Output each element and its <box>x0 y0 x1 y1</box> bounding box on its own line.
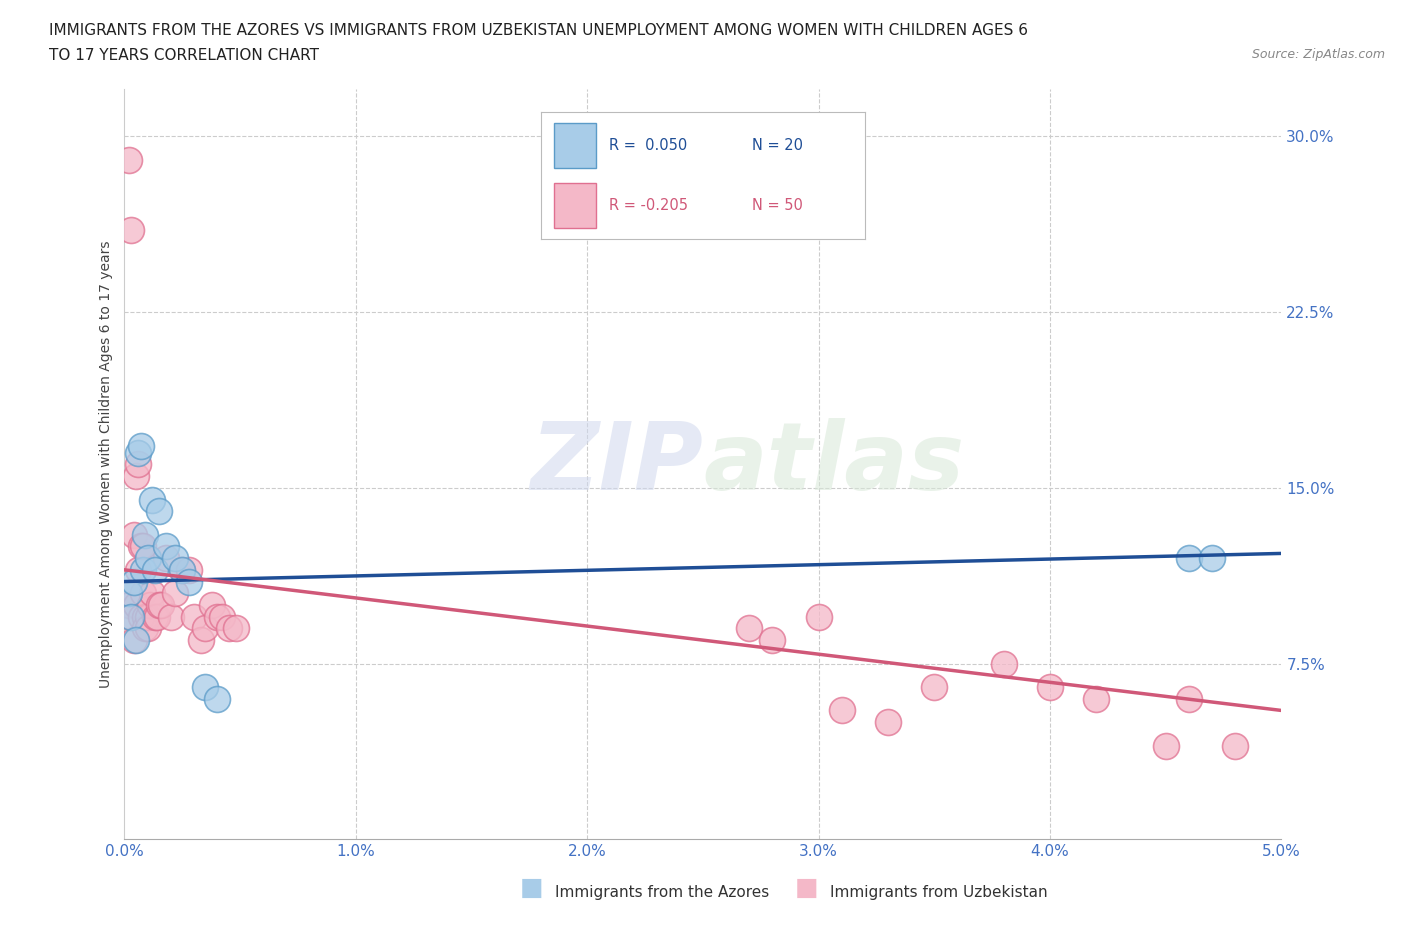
Point <box>134 527 156 542</box>
Point <box>1201 551 1223 565</box>
Point <box>125 598 148 613</box>
Point <box>1178 691 1201 706</box>
Point <box>129 609 152 624</box>
Text: ■: ■ <box>520 876 544 900</box>
Point <box>877 715 900 730</box>
Point <box>148 504 170 519</box>
Point <box>831 703 853 718</box>
Text: ■: ■ <box>794 876 818 900</box>
Point <box>136 551 159 565</box>
Point <box>1085 691 1108 706</box>
Point <box>205 691 228 706</box>
Point <box>761 632 783 647</box>
Point <box>132 563 155 578</box>
Point <box>127 445 149 460</box>
Point <box>201 598 224 613</box>
Point <box>118 598 141 613</box>
Point <box>807 609 830 624</box>
Point <box>993 657 1015 671</box>
Point <box>129 438 152 453</box>
Point <box>125 632 148 647</box>
Point <box>150 598 173 613</box>
Point <box>218 621 240 636</box>
Point <box>122 527 145 542</box>
Point <box>120 222 142 237</box>
Point <box>120 609 142 624</box>
Point <box>125 469 148 484</box>
Text: Immigrants from the Azores: Immigrants from the Azores <box>555 885 769 900</box>
Point <box>194 621 217 636</box>
Point <box>143 609 166 624</box>
Point <box>1178 551 1201 565</box>
Point <box>172 563 194 578</box>
Point <box>924 680 946 695</box>
Point <box>148 598 170 613</box>
Point <box>132 586 155 601</box>
Point <box>134 621 156 636</box>
Point <box>155 551 177 565</box>
Point <box>143 563 166 578</box>
Text: atlas: atlas <box>703 418 965 511</box>
Point <box>139 598 162 613</box>
Point <box>134 609 156 624</box>
Point <box>122 632 145 647</box>
Point <box>1223 738 1246 753</box>
Text: TO 17 YEARS CORRELATION CHART: TO 17 YEARS CORRELATION CHART <box>49 48 319 63</box>
Point <box>1154 738 1177 753</box>
Point <box>118 153 141 167</box>
Point <box>179 574 201 589</box>
Y-axis label: Unemployment Among Women with Children Ages 6 to 17 years: Unemployment Among Women with Children A… <box>100 241 114 688</box>
Point <box>172 563 194 578</box>
Point <box>225 621 247 636</box>
Point <box>159 609 181 624</box>
Point <box>132 539 155 554</box>
Text: ZIP: ZIP <box>530 418 703 511</box>
Point <box>194 680 217 695</box>
Point <box>118 586 141 601</box>
Point <box>165 586 187 601</box>
Point <box>146 609 169 624</box>
Point <box>1039 680 1062 695</box>
Point <box>136 621 159 636</box>
Point <box>127 457 149 472</box>
Point <box>183 609 205 624</box>
Point <box>141 586 163 601</box>
Point <box>738 621 761 636</box>
Text: Source: ZipAtlas.com: Source: ZipAtlas.com <box>1251 48 1385 61</box>
Text: IMMIGRANTS FROM THE AZORES VS IMMIGRANTS FROM UZBEKISTAN UNEMPLOYMENT AMONG WOME: IMMIGRANTS FROM THE AZORES VS IMMIGRANTS… <box>49 23 1028 38</box>
Point <box>127 563 149 578</box>
Point <box>205 609 228 624</box>
Point <box>211 609 233 624</box>
Point <box>136 609 159 624</box>
Point <box>141 492 163 507</box>
Point <box>179 563 201 578</box>
Point <box>129 539 152 554</box>
Point <box>190 632 212 647</box>
Point <box>115 586 138 601</box>
Point <box>165 551 187 565</box>
Text: Immigrants from Uzbekistan: Immigrants from Uzbekistan <box>830 885 1047 900</box>
Point <box>120 609 142 624</box>
Point <box>122 574 145 589</box>
Point <box>155 539 177 554</box>
